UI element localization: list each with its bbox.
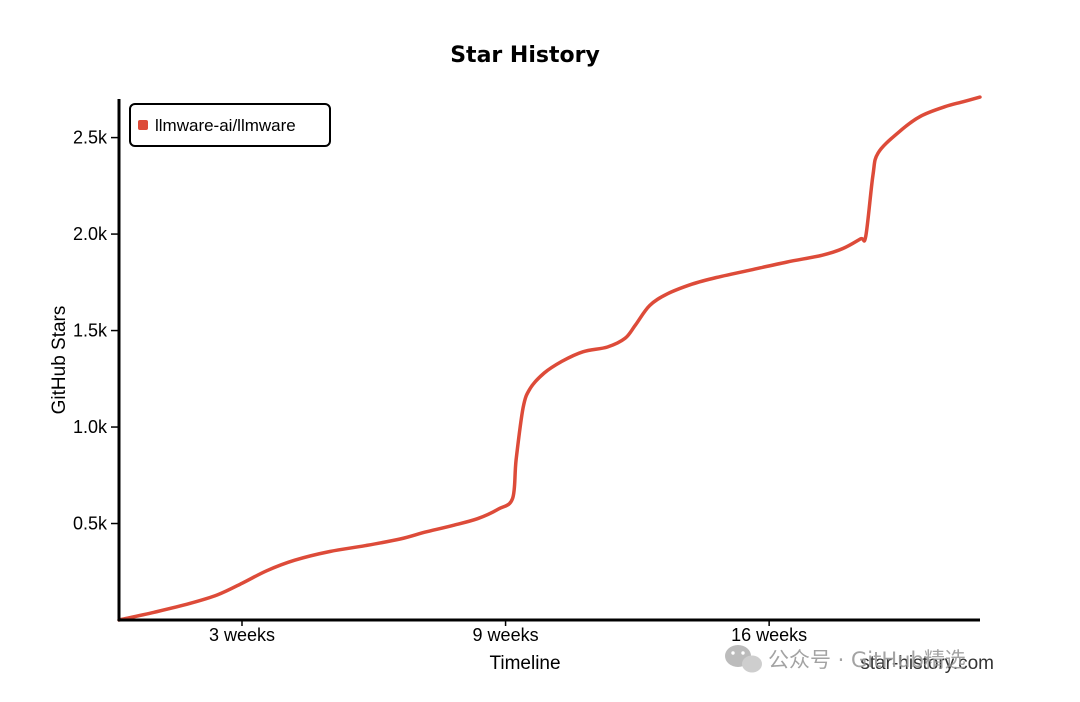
x-tick-label: 16 weeks: [731, 625, 807, 645]
watermark-text: 公众号 · GitHub精选: [768, 648, 966, 672]
chart-title: Star History: [450, 43, 600, 68]
x-axis-label: Timeline: [489, 653, 560, 674]
wechat-icon: [725, 645, 762, 673]
y-tick-label: 1.0k: [73, 417, 108, 437]
credit-text: star-history.com: [860, 653, 994, 674]
legend: llmware-ai/llmware: [129, 103, 331, 147]
legend-box: [129, 103, 331, 147]
series-line-llmware: [117, 95, 982, 622]
x-axis-ticks: 3 weeks 9 weeks 16 weeks: [209, 620, 807, 645]
y-axis-label: GitHub Stars: [49, 306, 70, 415]
x-tick-label: 9 weeks: [473, 625, 539, 645]
y-axis-ticks: 0.5k 1.0k 1.5k 2.0k 2.5k: [73, 128, 119, 534]
x-tick-label: 3 weeks: [209, 625, 275, 645]
watermark: 公众号 · GitHub精选: [725, 645, 966, 673]
legend-label: llmware-ai/llmware: [155, 116, 296, 135]
y-tick-label: 0.5k: [73, 514, 108, 534]
y-tick-label: 2.5k: [73, 128, 108, 148]
y-tick-label: 2.0k: [73, 224, 108, 244]
y-tick-label: 1.5k: [73, 321, 108, 341]
legend-swatch: [138, 120, 148, 130]
